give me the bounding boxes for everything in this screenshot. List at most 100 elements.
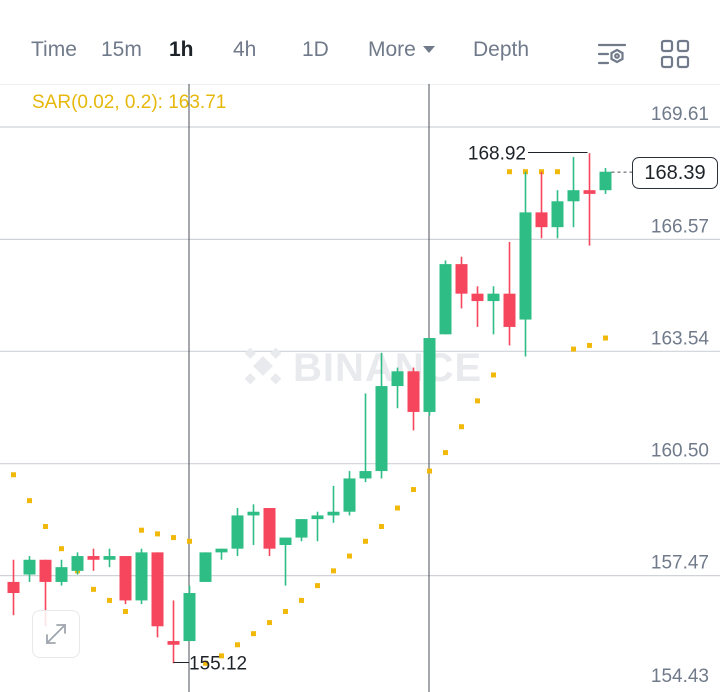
candle-down bbox=[151, 552, 164, 638]
sar-dot bbox=[251, 631, 256, 637]
expand-chart-button[interactable] bbox=[32, 610, 80, 658]
candle-up bbox=[103, 548, 116, 568]
sar-dot bbox=[507, 169, 512, 175]
chart-toolbar: Time 15m 1h 4h 1D More Depth bbox=[0, 0, 720, 85]
candlestick-chart[interactable]: BINANCE 169.61 166.57 163.54 160.50 157.47 15… bbox=[0, 84, 720, 692]
tab-time[interactable]: Time bbox=[31, 38, 77, 61]
candle-body bbox=[279, 537, 292, 545]
candle-body bbox=[551, 201, 564, 228]
candle-body bbox=[487, 293, 500, 302]
sar-dot bbox=[379, 524, 384, 529]
candle-up bbox=[215, 548, 228, 560]
candle-body bbox=[295, 519, 308, 538]
watermark: BINANCE bbox=[244, 346, 482, 390]
sar-dot bbox=[315, 583, 320, 589]
candle-body bbox=[71, 556, 84, 571]
sar-dot bbox=[363, 538, 368, 544]
candle-down bbox=[7, 559, 20, 616]
sar-dot bbox=[107, 597, 112, 603]
sar-dot bbox=[139, 527, 144, 533]
sar-dot bbox=[187, 538, 192, 544]
candle-body bbox=[391, 371, 404, 387]
candle-up bbox=[359, 393, 372, 483]
low-price-label: 155.12 bbox=[189, 654, 247, 675]
current-price-tag: 168.39 bbox=[632, 157, 718, 189]
candle-body bbox=[439, 264, 452, 335]
sar-dot bbox=[555, 169, 560, 175]
candle-body bbox=[535, 212, 548, 228]
candle-down bbox=[87, 548, 100, 571]
candle-body bbox=[247, 511, 260, 516]
candle-body bbox=[23, 559, 36, 575]
y-tick-label: 169.61 bbox=[651, 104, 709, 125]
candle-body bbox=[519, 212, 532, 320]
candle-body bbox=[327, 511, 340, 516]
candle-body bbox=[583, 190, 596, 194]
sar-dot bbox=[43, 524, 48, 529]
chevron-down-icon bbox=[422, 46, 435, 53]
tab-1h[interactable]: 1h bbox=[169, 38, 194, 61]
candle-body bbox=[343, 478, 356, 512]
high-price-label: 168.92 bbox=[468, 144, 526, 165]
candle-up bbox=[391, 367, 404, 409]
more-dropdown[interactable]: More bbox=[368, 38, 435, 62]
candle-down bbox=[455, 256, 468, 309]
tab-1d[interactable]: 1D bbox=[302, 38, 329, 61]
candle-down bbox=[119, 556, 132, 605]
y-tick-label: 166.57 bbox=[651, 216, 709, 237]
sar-dot bbox=[411, 487, 416, 493]
candle-body bbox=[7, 581, 20, 594]
sar-dot bbox=[123, 609, 128, 614]
sar-dot bbox=[475, 398, 480, 404]
sar-dot bbox=[587, 342, 592, 348]
sar-dot bbox=[603, 335, 608, 341]
candle-body bbox=[359, 471, 372, 479]
candle-body bbox=[199, 552, 212, 582]
candle-down bbox=[263, 508, 276, 557]
candle-down bbox=[583, 153, 596, 246]
candle-down bbox=[471, 286, 484, 327]
candle-up bbox=[55, 559, 68, 586]
candles bbox=[7, 153, 612, 664]
candle-down bbox=[167, 600, 180, 664]
candle-body bbox=[119, 556, 132, 601]
sar-dot bbox=[427, 468, 432, 474]
candle-body bbox=[471, 293, 484, 302]
candle-up bbox=[375, 352, 388, 479]
candle-up bbox=[135, 548, 148, 605]
sar-dot bbox=[155, 531, 160, 537]
sar-dot bbox=[443, 450, 448, 456]
sar-dot bbox=[27, 498, 32, 504]
candle-body bbox=[215, 548, 228, 553]
candle-body bbox=[455, 264, 468, 294]
expand-icon bbox=[46, 624, 66, 644]
sar-dot bbox=[91, 586, 96, 592]
price-markers: 168.92 155.12 bbox=[173, 144, 632, 675]
candle-up bbox=[23, 556, 36, 582]
candle-down bbox=[407, 367, 420, 431]
candle-body bbox=[423, 338, 436, 412]
candle-body bbox=[39, 559, 52, 582]
candle-up bbox=[279, 537, 292, 586]
sar-dot bbox=[571, 346, 576, 352]
layout-grid-icon[interactable] bbox=[659, 38, 691, 70]
sar-dot bbox=[203, 660, 208, 666]
y-tick-label: 157.47 bbox=[651, 553, 709, 574]
sar-dot bbox=[347, 553, 352, 559]
tab-15m[interactable]: 15m bbox=[101, 38, 142, 61]
candle-body bbox=[503, 293, 516, 327]
candle-up bbox=[311, 511, 324, 542]
y-tick-label: 154.43 bbox=[651, 666, 709, 687]
candle-up bbox=[199, 552, 212, 582]
candle-up bbox=[487, 286, 500, 335]
candle-body bbox=[103, 556, 116, 560]
y-tick-label: 163.54 bbox=[651, 328, 710, 349]
tab-4h[interactable]: 4h bbox=[233, 38, 257, 61]
candle-body bbox=[135, 552, 148, 601]
indicator-settings-icon[interactable] bbox=[596, 38, 628, 70]
tab-depth[interactable]: Depth bbox=[473, 38, 530, 61]
sar-dots bbox=[11, 169, 608, 666]
candle-down bbox=[535, 171, 548, 239]
y-tick-label: 160.50 bbox=[651, 441, 709, 462]
watermark-text: BINANCE bbox=[293, 346, 482, 390]
